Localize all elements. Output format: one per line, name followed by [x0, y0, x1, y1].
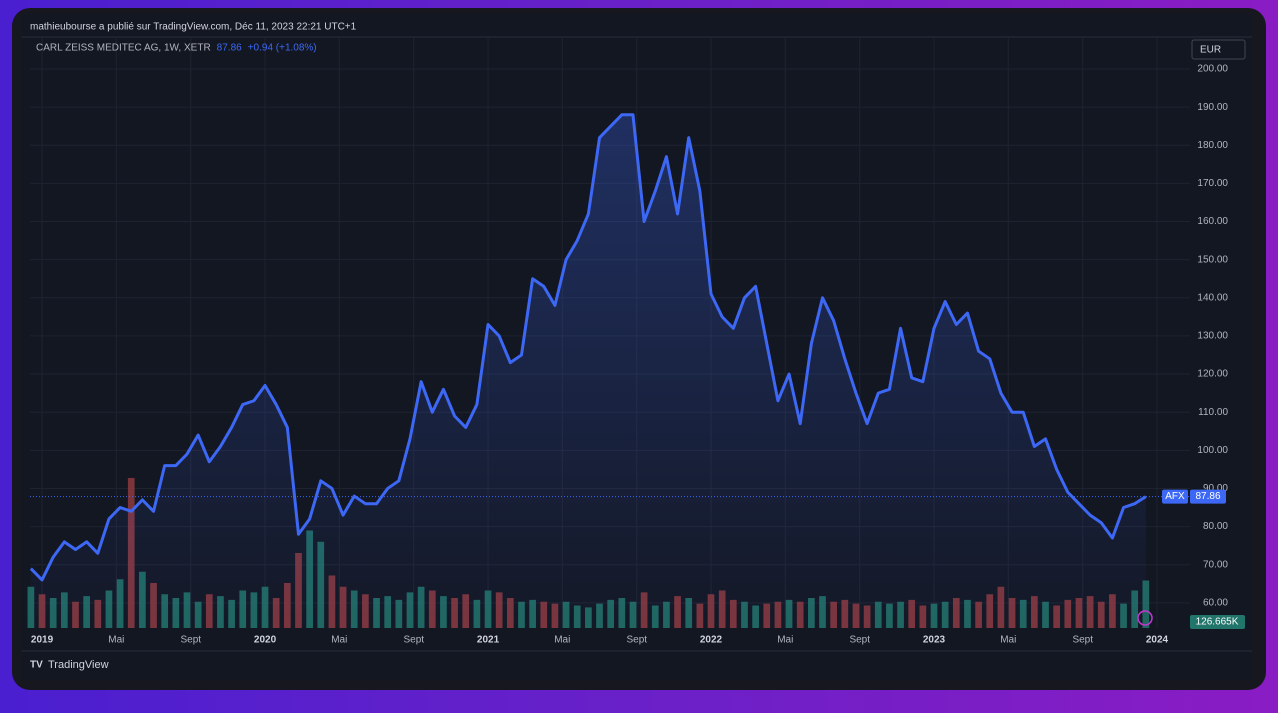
- header: mathieubourse a publié sur TradingView.c…: [30, 22, 357, 33]
- y-tick-label: 190.00: [1197, 102, 1228, 113]
- y-tick-label: 120.00: [1197, 369, 1228, 380]
- x-tick-label: Mai: [554, 635, 570, 646]
- x-tick-label: Sept: [626, 635, 647, 646]
- y-tick-label: 90.00: [1203, 483, 1228, 494]
- price-line: [29, 113, 1147, 582]
- x-tick-label: 2021: [477, 635, 500, 646]
- y-tick-label: 170.00: [1197, 178, 1228, 189]
- x-tick-label: Sept: [403, 635, 424, 646]
- alert-icon: [1137, 610, 1153, 626]
- y-tick-label: 160.00: [1197, 216, 1228, 227]
- x-tick-label: Sept: [180, 635, 201, 646]
- last-value: 87.86: [217, 43, 242, 54]
- x-tick-label: 2024: [1146, 635, 1169, 646]
- y-tick-label: 100.00: [1197, 445, 1228, 456]
- x-tick-label: Mai: [777, 635, 793, 646]
- area: [30, 114, 1146, 629]
- y-tick-label: 130.00: [1197, 331, 1228, 342]
- volume-tag-bg: [1190, 615, 1245, 629]
- price-tag: 87.86: [1195, 491, 1220, 502]
- footer: TradingView: [48, 659, 109, 671]
- symbol-title: CARL ZEISS MEDITEC AG, 1W, XETR: [36, 43, 211, 54]
- price-tag-bg: [1190, 489, 1226, 504]
- change: +0.94 (+1.08%): [248, 43, 317, 54]
- currency: EUR: [1200, 45, 1221, 56]
- y-tick-label: 80.00: [1203, 521, 1228, 532]
- y-tick-label: 180.00: [1197, 140, 1228, 151]
- x-tick-label: 2022: [700, 635, 723, 646]
- x-tick-label: Sept: [1072, 635, 1093, 646]
- y-tick-label: 200.00: [1197, 64, 1228, 75]
- x-tick-label: 2020: [254, 635, 277, 646]
- x-tick-label: Mai: [331, 635, 347, 646]
- x-tick-label: Sept: [849, 635, 870, 646]
- y-tick-label: 110.00: [1198, 407, 1228, 418]
- x-tick-label: 2023: [923, 635, 946, 646]
- volume-tag: 126.665K: [1196, 617, 1239, 628]
- y-tick-label: 70.00: [1203, 559, 1228, 570]
- y-tick-label: 60.00: [1203, 597, 1228, 608]
- y-tick-label: 140.00: [1197, 292, 1228, 303]
- logo-mark: TV: [30, 660, 43, 671]
- y-tick-label: 150.00: [1197, 254, 1228, 265]
- currency-button[interactable]: [1191, 39, 1246, 60]
- symbol-tag: AFX: [1165, 491, 1185, 502]
- symbol-tag-bg: [1162, 489, 1188, 504]
- x-tick-label: 2019: [31, 635, 54, 646]
- x-tick-label: Mai: [1000, 635, 1016, 646]
- x-tick-label: Mai: [108, 635, 124, 646]
